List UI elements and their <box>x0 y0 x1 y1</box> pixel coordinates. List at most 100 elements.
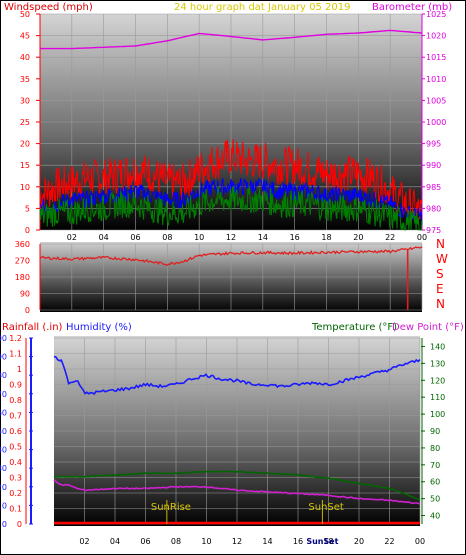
humidity-tick-label: 90 <box>0 353 7 362</box>
humidity-plot-grid <box>54 337 421 525</box>
direction-line <box>39 246 423 267</box>
compass-label-e: E <box>436 282 444 296</box>
humidity-time-tick-label: 18 <box>323 537 333 546</box>
windspeed-tick-label: 0 <box>25 226 30 235</box>
humidity-series <box>53 355 421 525</box>
direction-axis: 0 90 180 270 360 <box>15 240 41 315</box>
wind-high-line <box>39 139 423 227</box>
rainfall-tick-label: 0.6 <box>9 427 22 436</box>
dewpoint-line <box>53 479 421 505</box>
barometer-tick-label: 1025 <box>426 10 446 19</box>
windspeed-axis-label: Windspeed (mph) <box>4 2 93 13</box>
humidity-time-tick-label: 20 <box>354 537 364 546</box>
rainfall-tick-label: 0.3 <box>9 474 22 483</box>
direction-plot-grid <box>40 243 423 311</box>
rainfall-tick-label: 1.2 <box>9 334 22 343</box>
barometer-tick-label: 995 <box>426 140 441 149</box>
temperature-tick-label: 120 <box>430 376 445 385</box>
wind-avg-line <box>39 177 423 226</box>
windspeed-tick-label: 35 <box>20 75 30 84</box>
wind-time-tick-label: 18 <box>321 233 331 242</box>
temperature-axis: 40 50 60 70 80 90 100 110 120 130 140 <box>421 338 445 524</box>
humidity-tick-label: 30 <box>0 464 7 473</box>
temperature-line <box>53 470 421 502</box>
sunrise-label: SunRise <box>151 502 191 513</box>
rainfall-tick-label: 1.1 <box>9 350 22 359</box>
humidity-tick-label: 60 <box>0 408 7 417</box>
barometer-axis-label: Barometer (mb) <box>372 2 452 13</box>
windspeed-axis: 0 5 10 15 20 25 30 35 40 45 50 <box>20 10 41 235</box>
humidity-line <box>53 355 421 395</box>
rainfall-tick-label: 0 <box>17 520 22 529</box>
wind-time-tick-label: 20 <box>353 233 363 242</box>
rainfall-tick-label: 0.4 <box>9 458 22 467</box>
barometer-axis: 975 980 985 990 995 1000 1005 1010 1015 1020 1025 <box>421 10 446 235</box>
humidity-axis: 0102030405060708090100 <box>0 334 33 529</box>
humidity-tick-label: 20 <box>0 483 7 492</box>
chart-title: 24 hour graph dat January 05 2019 <box>174 2 350 13</box>
windspeed-tick-label: 30 <box>20 96 30 105</box>
barometer-tick-label: 1000 <box>426 118 446 127</box>
humidity-time-tick-label: 10 <box>201 537 211 546</box>
humidity-tick-label: 50 <box>0 427 7 436</box>
barometer-tick-label: 1015 <box>426 53 446 62</box>
humidity-tick-label: 0 <box>2 520 7 529</box>
wind-time-tick-label: 16 <box>290 233 300 242</box>
humidity-axis-label: Humidity (%) <box>66 322 132 333</box>
dewpoint-axis-label: Dew Point (°F) <box>392 322 464 333</box>
rainfall-axis-label: Rainfall (.in) <box>2 322 63 333</box>
compass-label-w: W <box>436 252 448 266</box>
barometer-tick-label: 1020 <box>426 32 446 41</box>
temperature-axis-label: Temperature (°F) <box>311 322 397 333</box>
temperature-tick-label: 70 <box>430 461 440 470</box>
wind-time-tick-label: 00 <box>417 233 427 242</box>
windspeed-tick-label: 5 <box>25 204 30 213</box>
wind-time-tick-label: 02 <box>67 233 77 242</box>
windspeed-tick-label: 50 <box>20 10 30 19</box>
wind-low-line <box>39 185 423 232</box>
windspeed-tick-label: 10 <box>20 183 30 192</box>
humidity-time-tick-label: 22 <box>384 537 394 546</box>
sunset-time-tick-label: SunSet <box>306 537 338 546</box>
windspeed-tick-label: 20 <box>20 140 30 149</box>
direction-tick-label: 180 <box>15 273 30 282</box>
direction-series <box>39 246 423 310</box>
rainfall-axis: 0 0.1 0.2 0.3 0.4 0.5 0.6 0.7 0.8 0.9 1 1.1 1.2 <box>9 334 27 529</box>
wind-time-tick-label: 06 <box>130 233 140 242</box>
sunset-label: SunSet <box>308 502 344 513</box>
barometer-line <box>40 29 423 50</box>
humidity-time-tick-label: 16 <box>293 537 303 546</box>
rainfall-tick-label: 1 <box>17 365 22 374</box>
humidity-time-tick-label: 06 <box>140 537 150 546</box>
wind-time-tick-label: 12 <box>226 233 236 242</box>
direction-tick-label: 0 <box>25 306 30 315</box>
temperature-tick-label: 140 <box>430 342 445 351</box>
humidity-tick-label: 70 <box>0 390 7 399</box>
wind-time-axis: 02 04 06 08 10 12 14 16 18 20 22 00 <box>67 233 427 242</box>
humidity-time-tick-label: 14 <box>262 537 272 546</box>
temperature-tick-label: 80 <box>430 444 440 453</box>
wind-time-tick-label: 14 <box>258 233 268 242</box>
temperature-tick-label: 90 <box>430 427 440 436</box>
temperature-tick-label: 40 <box>430 512 440 521</box>
wind-time-tick-label: 08 <box>162 233 172 242</box>
rainfall-tick-label: 0.1 <box>9 505 22 514</box>
sun-markers: SunRise SunSet <box>151 500 344 524</box>
humidity-time-tick-label: 12 <box>232 537 242 546</box>
humidity-tick-label: 10 <box>0 501 7 510</box>
humidity-time-tick-label: 00 <box>415 537 425 546</box>
barometer-tick-label: 975 <box>426 226 441 235</box>
barometer-tick-label: 985 <box>426 183 441 192</box>
temperature-tick-label: 110 <box>430 393 445 402</box>
humidity-time-tick-label: 02 <box>79 537 89 546</box>
compass-label-n: N <box>436 297 445 311</box>
direction-tick-label: 90 <box>20 290 30 299</box>
humidity-tick-label: 40 <box>0 446 7 455</box>
humidity-time-tick-label: 04 <box>110 537 120 546</box>
barometer-tick-label: 980 <box>426 204 441 213</box>
rainfall-tick-label: 0.8 <box>9 396 22 405</box>
wind-time-tick-label: 10 <box>194 233 204 242</box>
